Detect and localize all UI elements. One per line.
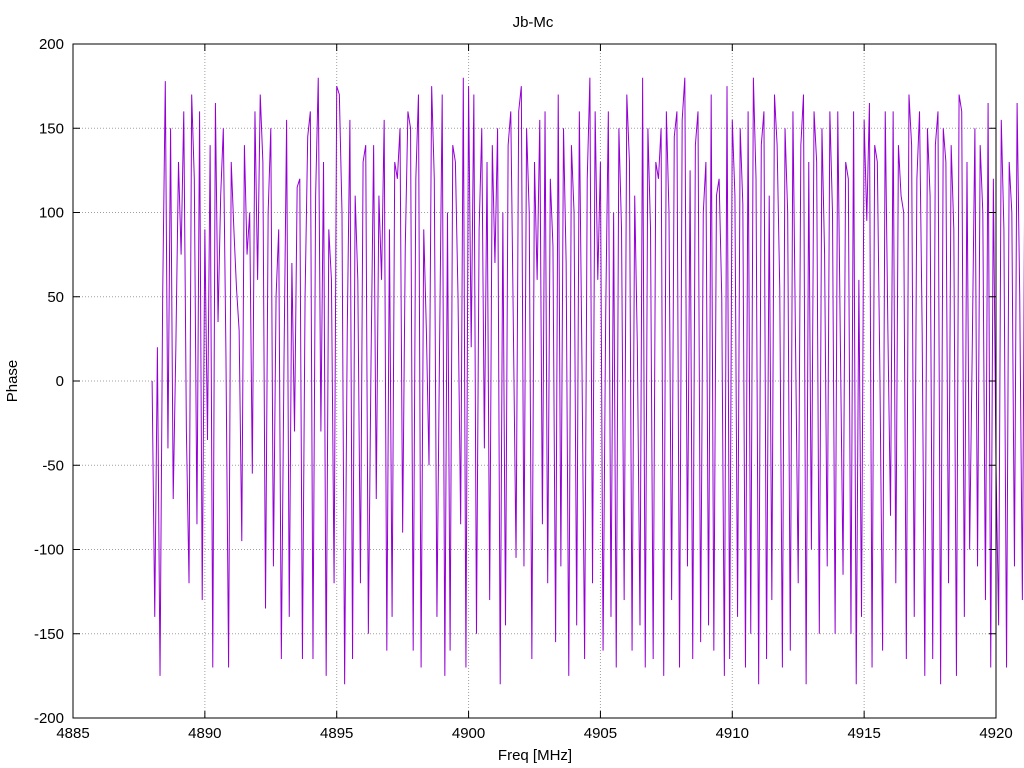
y-tick-label: -100 [34,542,64,559]
y-tick-label: 50 [47,289,64,306]
y-tick-label: -50 [42,457,64,474]
x-tick-label: 4905 [584,725,617,742]
y-tick-label: -200 [34,710,64,727]
x-tick-label: 4900 [452,725,485,742]
phase-series-line-0 [151,77,1024,685]
y-axis-label: Phase [4,360,21,403]
x-tick-label: 4885 [56,725,89,742]
axis-ticks: 4885 4890 4895 4900 4905 4910 4915 4920 200 150 10… [34,36,1013,742]
y-tick-label: 0 [56,373,64,390]
y-tick-label: 100 [39,205,64,222]
y-tick-label: 150 [39,120,64,137]
x-axis-label: Freq [MHz] [498,747,572,764]
data-series [151,77,1024,685]
y-tick-label: -150 [34,626,64,643]
x-tick-label: 4910 [716,725,749,742]
x-tick-label: 4895 [320,725,353,742]
x-tick-label: 4915 [847,725,880,742]
chart-title: Jb-Mc [513,14,554,31]
x-tick-label: 4920 [979,725,1012,742]
y-tick-label: 200 [39,36,64,53]
x-tick-label: 4890 [188,725,221,742]
